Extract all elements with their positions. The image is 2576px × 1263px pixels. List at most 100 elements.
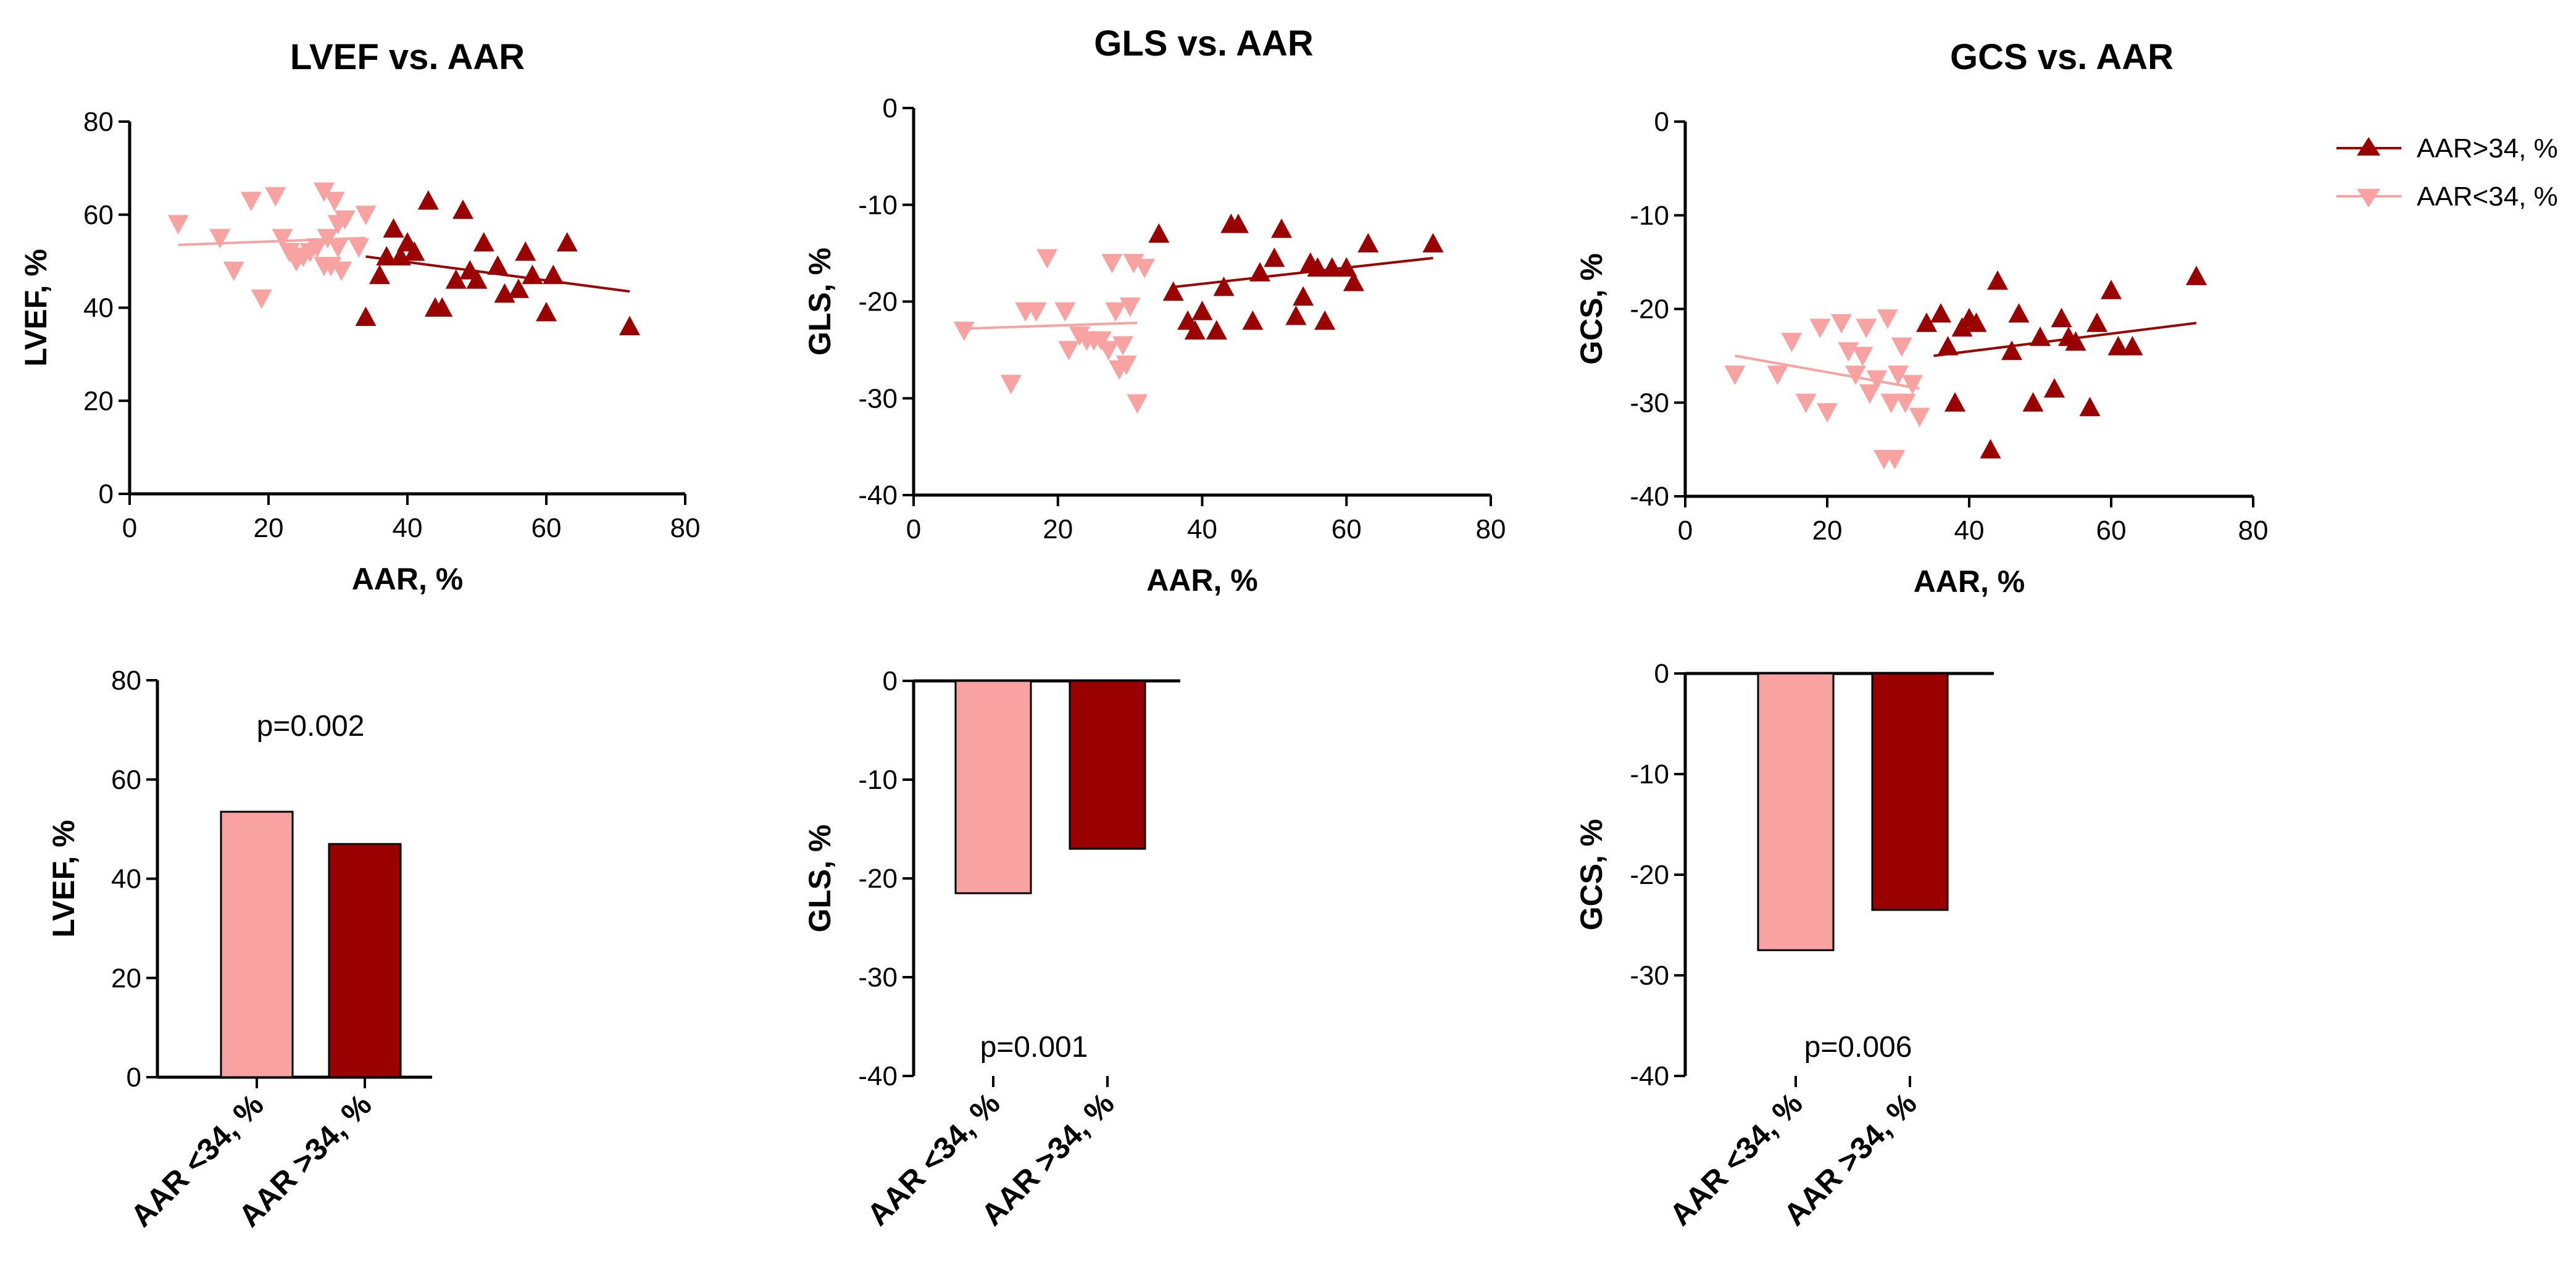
legend: AAR>34, % AAR<34, % [2336,133,2558,212]
x-tick-label: 20 [1812,515,1843,546]
data-point-down [327,238,349,258]
y-tick-label: 0 [1654,107,1669,137]
x-tick-label: 60 [1332,514,1362,544]
data-point-up [1184,320,1206,340]
data-point-down [209,228,231,249]
y-tick-label: -10 [858,765,898,795]
y-tick-label: 80 [111,665,141,696]
data-point-up [2079,396,2101,417]
y-tick-label: -10 [1630,759,1669,790]
data-point-down [1894,393,1916,414]
data-point-down [1098,341,1119,361]
p-value-annotation: p=0.001 [980,1031,1088,1064]
data-point-down [323,191,345,212]
data-point-up [1162,281,1184,301]
y-axis-label: GLS, % [802,248,837,356]
data-point-up [2065,331,2086,351]
data-point-down [1880,393,1902,414]
y-tick-label: 80 [83,107,114,137]
data-point-up [369,264,390,285]
data-point-up [2107,336,2129,356]
data-point-up [1945,392,1965,412]
y-tick-label: 40 [111,864,141,894]
y-tick-label: 0 [883,666,898,696]
x-tick-label: 40 [1187,514,1217,544]
data-point-down [1127,394,1148,414]
data-point-up [445,269,467,289]
x-tick-label: 80 [670,513,701,543]
y-tick-label: -20 [858,864,898,894]
data-point-up [1916,312,1937,332]
data-point-down [272,228,293,249]
y-tick-label: -40 [858,480,898,511]
data-point-up [515,241,536,261]
legend-label-light: AAR<34, % [2417,181,2558,212]
data-point-up [1987,270,2008,290]
data-point-down [306,238,328,258]
data-point-up [452,199,473,219]
data-point-down [1902,375,1923,394]
data-point-down [348,238,370,258]
bar-aar-under-34 [220,811,294,1078]
p-value-annotation: p=0.002 [257,710,365,743]
legend-marker-up-icon [2357,137,2380,156]
y-tick-label: 0 [1654,659,1669,689]
y-axis-label: LVEF, % [46,820,81,938]
data-point-up [1285,306,1307,325]
data-point-down [355,206,377,225]
data-point-down [1724,365,1746,385]
gls-scatter: GLS vs. AAR 0 -10 -20 -30 -40 0 20 40 60 80 AAR, % G… [802,23,1506,598]
trend-line [1933,322,2197,357]
y-axis-label: GLS, % [802,824,837,932]
y-tick-label: -30 [858,383,898,414]
bar-aar-over-34 [328,843,402,1078]
trend-line [365,255,630,293]
y-tick-label: 0 [127,1062,141,1093]
data-point-up [536,302,557,322]
data-point-down [314,182,335,202]
y-tick-label: -40 [1630,1061,1669,1091]
y-tick-label: -30 [858,962,898,993]
chart-title: GLS vs. AAR [1094,23,1314,64]
trend-line [178,236,366,246]
x-tick-label: 0 [1678,515,1693,546]
y-tick-label: -40 [858,1061,898,1091]
bar-aar-over-34 [1871,672,1949,911]
data-point-down [1112,336,1133,356]
data-point-down [1767,365,1788,385]
data-point-up [2086,312,2107,332]
data-point-up [1293,286,1314,306]
data-point-down [1036,249,1058,269]
data-point-up [522,264,543,285]
bar-aar-under-34 [1757,672,1835,951]
chart-title: LVEF vs. AAR [290,37,525,77]
data-point-up [487,255,509,275]
y-tick-label: 60 [111,765,141,795]
data-point-up [1965,312,1987,332]
data-point-down [1105,302,1127,322]
data-point-up [466,269,488,289]
y-tick-label: -20 [1630,294,1669,325]
x-tick-label: 0 [122,513,137,543]
bar-aar-over-34 [1069,680,1146,850]
y-tick-label: 0 [99,479,114,509]
series-aar-under-34 [167,182,377,309]
lvef-scatter: LVEF vs. AAR 0 20 40 60 80 0 20 40 60 80 AAR, % LVEF… [19,37,700,596]
series-aar-under-34 [1724,309,1930,470]
bar-aar-under-34 [954,680,1032,894]
data-point-up [1980,439,2001,459]
data-point-up [404,241,425,261]
data-point-up [473,231,494,252]
data-point-down [1115,355,1137,375]
y-tick-label: -10 [858,190,898,220]
legend-marker-down-icon [2357,189,2380,207]
data-point-up [1213,276,1235,296]
data-point-up [1422,233,1444,252]
data-point-up [383,218,404,238]
data-point-down [1909,407,1930,428]
data-point-up [1191,301,1213,320]
data-point-up [355,306,377,327]
data-point-up [1227,214,1249,233]
